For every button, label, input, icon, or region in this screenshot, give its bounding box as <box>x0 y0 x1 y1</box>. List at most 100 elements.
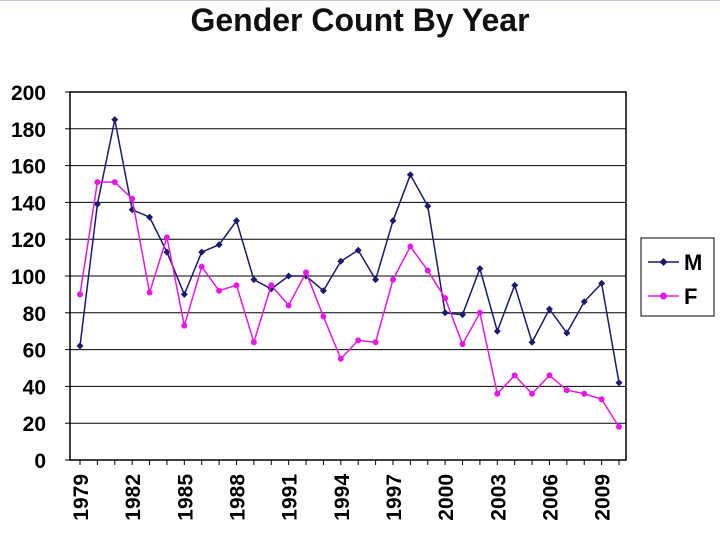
data-point-m <box>493 327 501 335</box>
data-point-f <box>320 313 327 320</box>
data-point-f <box>581 390 588 397</box>
y-tick-label: 80 <box>23 303 46 326</box>
y-tick-label: 40 <box>23 376 46 399</box>
data-point-m <box>372 276 380 284</box>
data-point-m <box>76 342 84 350</box>
legend-label-m: M <box>684 250 702 275</box>
legend-label-f: F <box>684 284 697 309</box>
data-point-f <box>268 282 275 289</box>
data-point-m <box>406 171 414 179</box>
x-tick-label: 1994 <box>331 474 354 521</box>
data-point-m <box>146 213 154 221</box>
y-tick-label: 160 <box>11 156 46 179</box>
data-point-f <box>146 289 153 296</box>
x-tick-label: 2006 <box>539 474 562 521</box>
data-point-f <box>442 295 449 302</box>
data-point-f <box>250 339 257 346</box>
data-point-m <box>163 248 171 256</box>
data-point-f <box>529 390 536 397</box>
data-point-f <box>77 291 83 298</box>
x-tick-label: 1988 <box>226 474 249 521</box>
legend: M F <box>640 237 715 317</box>
chart-title: Gender Count By Year <box>190 2 530 38</box>
data-point-m <box>93 200 101 208</box>
x-tick-label: 1997 <box>383 474 406 521</box>
data-point-f <box>459 341 466 348</box>
y-tick-label: 0 <box>34 450 46 473</box>
y-tick-label: 180 <box>11 119 46 142</box>
data-point-f <box>198 263 205 270</box>
gridlines <box>70 128 626 424</box>
data-point-f <box>563 387 570 394</box>
data-point-f <box>616 423 622 430</box>
data-point-f <box>494 390 501 397</box>
data-point-f <box>216 287 223 294</box>
data-point-f <box>476 309 483 316</box>
y-tick-label: 100 <box>11 266 46 289</box>
x-tick-label: 1991 <box>279 474 302 521</box>
data-point-m <box>528 338 536 346</box>
data-point-m <box>285 272 293 280</box>
data-point-f <box>424 267 431 274</box>
legend-marker-f <box>660 292 667 300</box>
x-tick-label: 1985 <box>174 474 197 521</box>
y-tick-label: 60 <box>23 340 46 363</box>
data-point-f <box>94 179 101 186</box>
data-point-m <box>111 116 119 124</box>
data-point-m <box>598 279 606 287</box>
data-point-f <box>389 276 396 283</box>
legend-marker-m <box>659 258 668 266</box>
data-point-f <box>303 269 310 276</box>
x-tick-label: 1979 <box>70 474 93 521</box>
top-border-line <box>0 0 720 1</box>
data-point-m <box>337 257 345 265</box>
data-point-m <box>389 217 397 225</box>
data-point-m <box>215 241 223 249</box>
data-point-m <box>459 311 467 319</box>
data-point-f <box>372 339 379 346</box>
data-point-m <box>180 290 188 298</box>
data-point-m <box>232 217 240 225</box>
data-point-m <box>563 329 571 337</box>
data-point-f <box>285 302 292 309</box>
series-f <box>77 179 622 430</box>
x-tick-label: 2009 <box>592 474 615 521</box>
data-point-m <box>354 246 362 254</box>
y-tick-label: 20 <box>23 413 46 436</box>
data-point-m <box>198 248 206 256</box>
data-point-f <box>546 372 553 379</box>
data-point-f <box>407 243 414 250</box>
data-point-m <box>615 379 623 387</box>
x-axis-ticks: 1979 1982 1985 1988 1991 1994 1997 2000 2003 2006… <box>70 460 620 521</box>
x-tick-label: 2003 <box>487 474 510 521</box>
data-point-m <box>580 298 588 306</box>
series-lines <box>76 116 623 430</box>
data-point-f <box>337 355 344 362</box>
data-point-m <box>476 265 484 273</box>
data-point-f <box>511 372 518 379</box>
data-point-f <box>598 396 605 403</box>
x-tick-label: 1982 <box>122 474 145 521</box>
data-point-m <box>424 202 432 210</box>
y-axis-ticks: 0 20 40 60 80 100 120 140 160 180 200 <box>11 82 70 473</box>
data-point-m <box>511 281 519 289</box>
data-point-f <box>163 234 170 241</box>
data-point-m <box>441 309 449 317</box>
y-tick-label: 140 <box>11 192 46 215</box>
series-line-m <box>79 119 620 383</box>
data-point-f <box>129 195 136 202</box>
legend-box <box>640 237 715 317</box>
data-point-f <box>355 337 362 344</box>
data-point-m <box>250 276 258 284</box>
x-tick-label: 2000 <box>435 474 458 521</box>
series-m <box>76 116 623 387</box>
data-point-f <box>233 282 240 289</box>
y-tick-label: 120 <box>11 229 46 252</box>
y-tick-label: 200 <box>11 82 46 105</box>
data-point-f <box>111 179 118 186</box>
data-point-m <box>319 287 327 295</box>
data-point-m <box>545 305 553 313</box>
data-point-f <box>181 322 188 329</box>
series-line-f <box>79 181 620 428</box>
